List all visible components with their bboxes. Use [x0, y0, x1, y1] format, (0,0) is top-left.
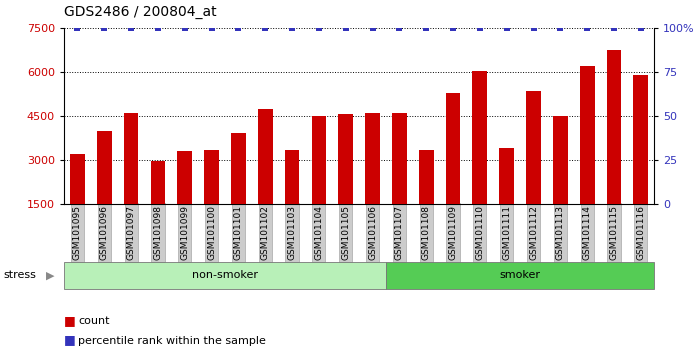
Bar	[499, 148, 514, 204]
Bar	[124, 113, 139, 204]
Bar	[445, 93, 461, 204]
Text: ■: ■	[64, 314, 76, 327]
Text: GDS2486 / 200804_at: GDS2486 / 200804_at	[64, 5, 216, 19]
Bar	[338, 114, 353, 204]
Bar	[633, 75, 648, 204]
Bar	[312, 116, 326, 204]
Bar	[365, 113, 380, 204]
Text: percentile rank within the sample: percentile rank within the sample	[78, 336, 266, 346]
Bar	[553, 116, 568, 204]
Bar	[392, 113, 406, 204]
Bar	[386, 262, 654, 289]
Bar	[607, 50, 622, 204]
Bar	[258, 109, 273, 204]
Bar	[150, 161, 166, 204]
Bar	[64, 262, 386, 289]
Bar	[285, 149, 299, 204]
Text: non-smoker: non-smoker	[192, 270, 258, 280]
Text: ■: ■	[64, 333, 76, 346]
Bar	[473, 71, 487, 204]
Bar	[177, 151, 192, 204]
Bar	[231, 133, 246, 204]
Bar	[204, 149, 219, 204]
Text: stress: stress	[3, 270, 36, 280]
Text: count: count	[78, 316, 109, 326]
Bar	[419, 149, 434, 204]
Text: smoker: smoker	[500, 270, 541, 280]
Bar	[70, 154, 85, 204]
Bar	[580, 66, 594, 204]
Text: ▶: ▶	[46, 270, 54, 280]
Bar	[97, 131, 111, 204]
Bar	[526, 91, 541, 204]
